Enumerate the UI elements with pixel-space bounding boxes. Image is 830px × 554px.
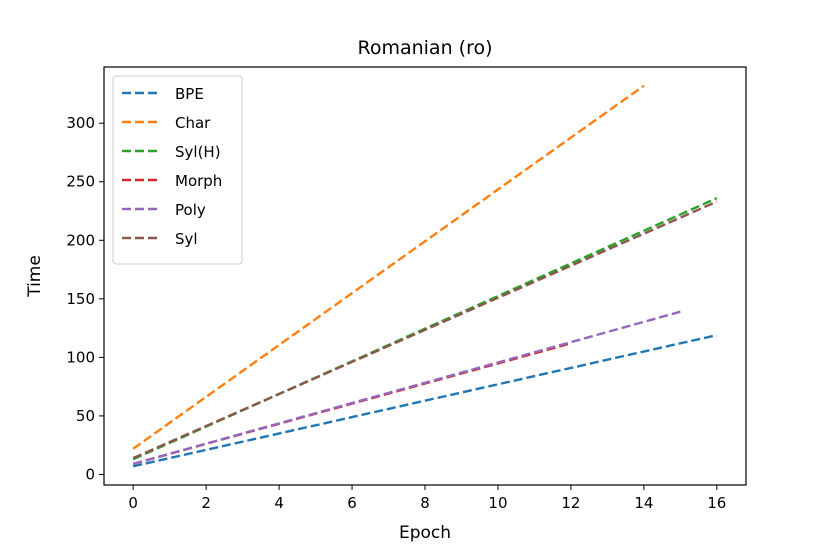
y-tick-label: 50 bbox=[76, 407, 95, 425]
legend-label: Morph bbox=[175, 172, 222, 190]
y-axis-label: Time bbox=[25, 255, 45, 298]
series-line-syl bbox=[132, 200, 718, 460]
legend-label: Syl(H) bbox=[175, 143, 221, 161]
x-tick-label: 8 bbox=[420, 494, 430, 512]
chart-title: Romanian (ro) bbox=[357, 37, 492, 59]
y-tick-label: 150 bbox=[66, 290, 95, 308]
x-tick-label: 6 bbox=[347, 494, 357, 512]
series-line-bpe bbox=[132, 333, 718, 468]
x-axis: 0 2 4 6 8 10 12 14 16 bbox=[128, 485, 726, 512]
series-line-poly bbox=[132, 310, 681, 466]
legend-label: Char bbox=[175, 114, 211, 132]
series-line-char bbox=[132, 84, 645, 450]
legend: BPE Char Syl(H) Morph Poly Syl bbox=[112, 75, 243, 265]
y-tick-label: 0 bbox=[85, 465, 95, 483]
y-tick-label: 300 bbox=[66, 114, 95, 132]
x-tick-label: 0 bbox=[128, 494, 138, 512]
y-tick-label: 250 bbox=[66, 173, 95, 191]
series-layer bbox=[132, 84, 718, 468]
plot-frame bbox=[103, 66, 747, 486]
x-tick-label: 16 bbox=[707, 494, 726, 512]
legend-label: BPE bbox=[175, 85, 204, 103]
x-tick-label: 10 bbox=[488, 494, 507, 512]
x-tick-label: 14 bbox=[634, 494, 653, 512]
x-tick-label: 12 bbox=[561, 494, 580, 512]
legend-label: Poly bbox=[175, 201, 206, 219]
x-tick-label: 4 bbox=[274, 494, 284, 512]
x-tick-label: 2 bbox=[201, 494, 211, 512]
y-tick-label: 200 bbox=[66, 231, 95, 249]
y-tick-label: 100 bbox=[66, 348, 95, 366]
x-axis-label: Epoch bbox=[399, 523, 451, 543]
legend-box bbox=[112, 75, 243, 265]
legend-label: Syl bbox=[175, 230, 198, 248]
y-axis: 0 50 100 150 200 250 300 bbox=[66, 114, 104, 483]
